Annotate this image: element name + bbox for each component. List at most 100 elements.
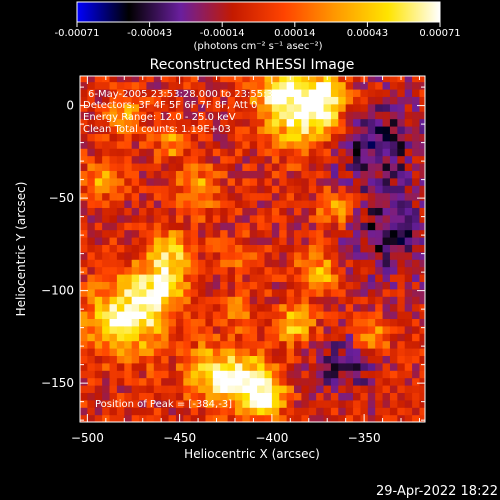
heatmap-cell	[353, 81, 362, 90]
heatmap-cell	[375, 96, 384, 105]
heatmap-cell	[301, 185, 310, 194]
heatmap-cell	[257, 259, 266, 268]
heatmap-cell	[301, 244, 310, 253]
heatmap-cell	[190, 355, 199, 364]
heatmap-cell	[360, 244, 369, 253]
heatmap-cell	[367, 310, 376, 319]
heatmap-cell	[205, 244, 214, 253]
heatmap-cell	[175, 185, 184, 194]
heatmap-cell	[419, 399, 425, 408]
heatmap-cell	[397, 310, 406, 319]
heatmap-cell	[419, 377, 425, 386]
heatmap-cell	[168, 88, 177, 97]
heatmap-cell	[360, 407, 369, 416]
heatmap-cell	[316, 76, 325, 83]
heatmap-cell	[397, 155, 406, 164]
heatmap-cell	[367, 325, 376, 334]
heatmap-cell	[294, 318, 302, 327]
heatmap-cell	[367, 370, 376, 379]
heatmap-cell	[168, 370, 177, 379]
heatmap-cell	[116, 325, 125, 334]
heatmap-cell	[220, 214, 229, 223]
heatmap-cell	[175, 81, 184, 90]
heatmap-cell	[234, 273, 243, 282]
heatmap-cell	[87, 362, 96, 371]
heatmap-cell	[345, 222, 354, 231]
heatmap-cell	[87, 370, 96, 379]
heatmap-cell	[353, 199, 362, 208]
heatmap-cell	[168, 310, 177, 319]
heatmap-cell	[264, 236, 273, 245]
heatmap-cell	[323, 133, 332, 142]
heatmap-cell	[124, 118, 133, 127]
heatmap-cell	[102, 170, 111, 179]
heatmap-cell	[397, 399, 406, 408]
heatmap-cell	[94, 296, 103, 305]
heatmap-cell	[109, 347, 118, 356]
heatmap-cell	[198, 259, 207, 268]
heatmap-cell	[404, 303, 413, 312]
heatmap-cell	[397, 111, 406, 120]
heatmap-cell	[316, 273, 325, 282]
heatmap-cell	[338, 185, 347, 194]
heatmap-cell	[316, 148, 325, 157]
heatmap-cell	[242, 118, 251, 127]
heatmap-cell	[397, 377, 406, 386]
heatmap-cell	[198, 76, 207, 83]
heatmap-cell	[367, 111, 376, 120]
heatmap-cell	[375, 140, 384, 149]
heatmap-cell	[279, 111, 288, 120]
heatmap-cell	[375, 325, 384, 334]
heatmap-cell	[323, 340, 332, 349]
heatmap-cell	[242, 407, 251, 416]
heatmap-cell	[353, 185, 362, 194]
heatmap-cell	[131, 325, 140, 334]
heatmap-cell	[323, 362, 332, 371]
heatmap-cell	[190, 296, 199, 305]
heatmap-cell	[161, 310, 170, 319]
heatmap-cell	[124, 103, 133, 112]
heatmap-cell	[286, 310, 295, 319]
heatmap-cell	[294, 281, 302, 290]
heatmap-cell	[80, 185, 88, 194]
heatmap-cell	[116, 333, 125, 342]
heatmap-cell	[109, 266, 118, 275]
heatmap-cell	[419, 81, 425, 90]
heatmap-cell	[220, 407, 229, 416]
heatmap-cell	[227, 96, 236, 105]
heatmap-cell	[271, 140, 280, 149]
heatmap-cell	[80, 133, 88, 142]
heatmap-cell	[94, 266, 103, 275]
heatmap-cell	[80, 273, 88, 282]
heatmap-cell	[198, 207, 207, 216]
heatmap-cell	[234, 370, 243, 379]
heatmap-cell	[353, 281, 362, 290]
heatmap-cell	[264, 207, 273, 216]
heatmap-cell	[404, 155, 413, 164]
heatmap-cell	[153, 214, 162, 223]
heatmap-cell	[345, 318, 354, 327]
heatmap-cell	[198, 118, 207, 127]
heatmap-cell	[87, 399, 96, 408]
heatmap-cell	[109, 192, 118, 201]
heatmap-cell	[249, 111, 258, 120]
heatmap-cell	[308, 170, 317, 179]
heatmap-cell	[316, 362, 325, 371]
heatmap-cell	[94, 81, 103, 90]
heatmap-cell	[419, 281, 425, 290]
heatmap-cell	[257, 96, 266, 105]
heatmap-cell	[234, 251, 243, 260]
heatmap-cell	[382, 288, 391, 297]
heatmap-cell	[161, 88, 170, 97]
heatmap-cell	[389, 296, 398, 305]
heatmap-cell	[353, 140, 362, 149]
heatmap-cell	[419, 333, 425, 342]
heatmap-cell	[353, 177, 362, 186]
heatmap-cell	[109, 377, 118, 386]
heatmap-cell	[227, 81, 236, 90]
heatmap-cell	[234, 207, 243, 216]
heatmap-cell	[212, 370, 221, 379]
heatmap-cell	[109, 414, 118, 422]
heatmap-cell	[109, 399, 118, 408]
heatmap-cell	[397, 333, 406, 342]
